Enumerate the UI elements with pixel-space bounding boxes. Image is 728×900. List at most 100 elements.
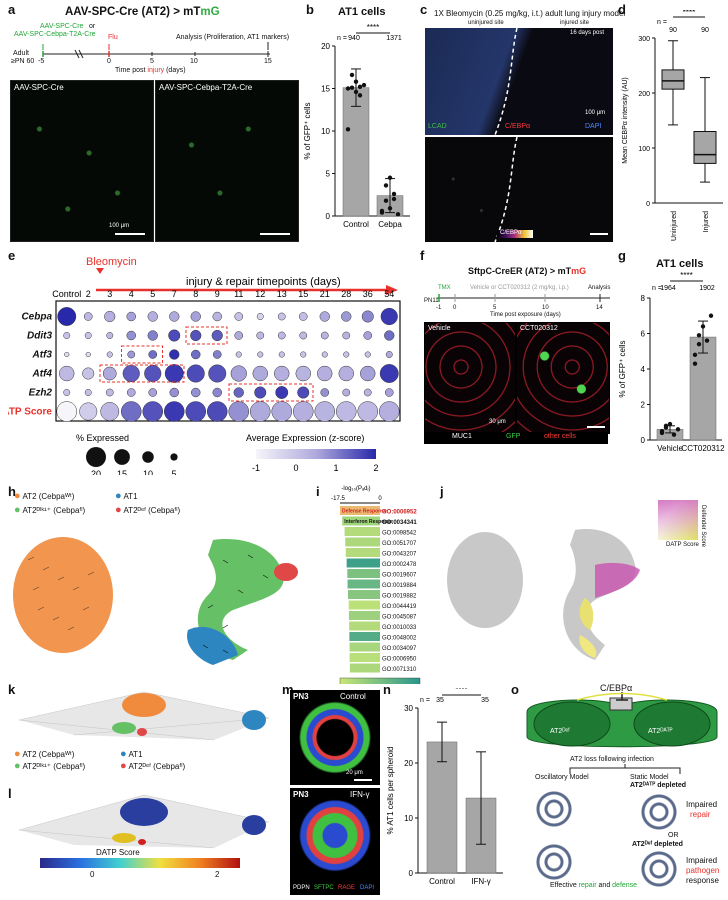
panel-h-legend-at2: ● AT2 (Cebpaᵂᵗ) [14,490,75,502]
dot [142,401,163,422]
panel-m-cond2: IFN-γ [350,790,370,799]
y-tick-label: 5 [326,170,331,179]
dot [343,351,350,358]
sig-label: **** [680,271,692,280]
color-legend-tick: 1 [333,463,338,473]
n-value: 35 [481,697,489,704]
panel-o-alveoli-2 [635,792,683,832]
y-tick-label: 30 [404,704,413,713]
panel-c-letter: c [420,2,428,17]
panel-o-alveoli-1 [530,788,578,830]
color-legend-bar [256,449,376,459]
n-label: n = [657,19,667,26]
panel-a-treat1: AAV-SPC-Cre [40,23,84,30]
panel-f-tick-1: 0 [453,305,457,311]
panel-o-model2: Static Model [630,774,669,781]
data-point [700,324,706,329]
panel-m-ch4: DAPI [360,885,375,891]
dot [364,351,371,358]
panel-f-channel-strip: MUC1 GFP other cells [424,432,608,444]
panel-c-title: 1X Bleomycin (0.25 mg/kg, i.t.) adult lu… [434,9,626,18]
n-value: 1902 [699,285,715,292]
dot [380,307,398,326]
go-bar-highlight [340,506,380,515]
dot [379,364,399,383]
column-label: 28 [341,289,351,299]
panel-a-adult: Adult [13,50,29,57]
panel-c-ch1: LCAD [428,123,447,130]
go-bar [348,600,380,610]
panel-c-bottom-label: C/EBPα [500,230,522,236]
size-legend-dot [170,453,178,461]
go-bar [347,579,380,589]
panel-a-title-green: mG [200,6,220,18]
panel-m-ch2: SFTPC [314,885,334,891]
bar-control [426,741,458,874]
panel-k-leg3: AT1 [128,750,143,759]
data-point [349,85,355,90]
dot [277,331,286,340]
panel-m-pn1: PN3 [293,692,309,701]
panel-c-injured: injured site [560,20,590,26]
panel-o-effective: Effective repair and defense [550,882,637,889]
dot [314,401,335,422]
color-legend-title: Average Expression (z-score) [246,433,364,443]
panel-c-lut-bar [497,230,533,238]
row-label: Cebpa [21,312,52,323]
data-point [696,341,702,347]
panel-e-chart: Bleomycin injury & repair timepoints (day… [8,256,401,475]
data-point [353,79,359,84]
x-tick-label: Cebpa [378,220,402,229]
panel-o-alveoli-4 [635,850,683,888]
dot [384,330,395,341]
panel-l-legend-title: DATP Score [96,848,140,857]
y-tick-label: 200 [638,91,650,98]
dot [82,367,95,380]
panel-l-graph [18,794,270,849]
box-injured [693,131,717,164]
dot [121,401,142,422]
dot [63,389,71,396]
data-point [349,72,355,78]
dot [79,402,98,421]
dot [105,388,114,397]
panel-c-image-bottom: C/EBPα [425,137,613,242]
column-label: 5 [150,289,155,299]
dot [126,330,136,341]
dot [252,365,268,382]
fold-legend-bar [339,677,421,684]
dot [361,310,374,323]
y-tick-label: 0 [326,212,331,221]
dot [257,351,264,358]
dot [191,387,201,398]
go-bar [349,632,380,641]
y-tick-label: 0 [409,869,414,878]
panel-f-scalebar [587,426,605,428]
go-term-id: GO:0034341 [382,520,417,526]
dot [320,388,330,397]
dot [256,331,265,340]
column-label: 15 [298,289,308,299]
go-term-id: GO:0045087 [382,615,417,621]
dot [342,331,351,340]
panel-a-xlabel: Time post injury (days) [115,67,186,74]
data-point [391,196,397,202]
go-bar [349,642,380,652]
size-legend-dot [142,451,154,463]
panel-g-title: AT1 cells [656,258,704,270]
panel-k-legend-at1: ● AT1 [120,748,143,760]
go-term-id: GO:0010033 [382,625,417,631]
column-label: 36 [363,289,373,299]
panel-j-letter: j [440,484,444,499]
data-point [708,313,714,318]
n-value: 90 [701,27,709,34]
panel-k-leg1: AT2 (Cebpaᵂᵗ) [22,750,75,759]
dot [84,389,92,396]
dot [357,401,378,422]
n-value: 90 [669,27,677,34]
column-label: Control [52,289,81,299]
x-tick-label: Control [343,220,369,229]
x-tick-label: Vehicle [657,444,683,453]
column-label: 9 [215,289,220,299]
